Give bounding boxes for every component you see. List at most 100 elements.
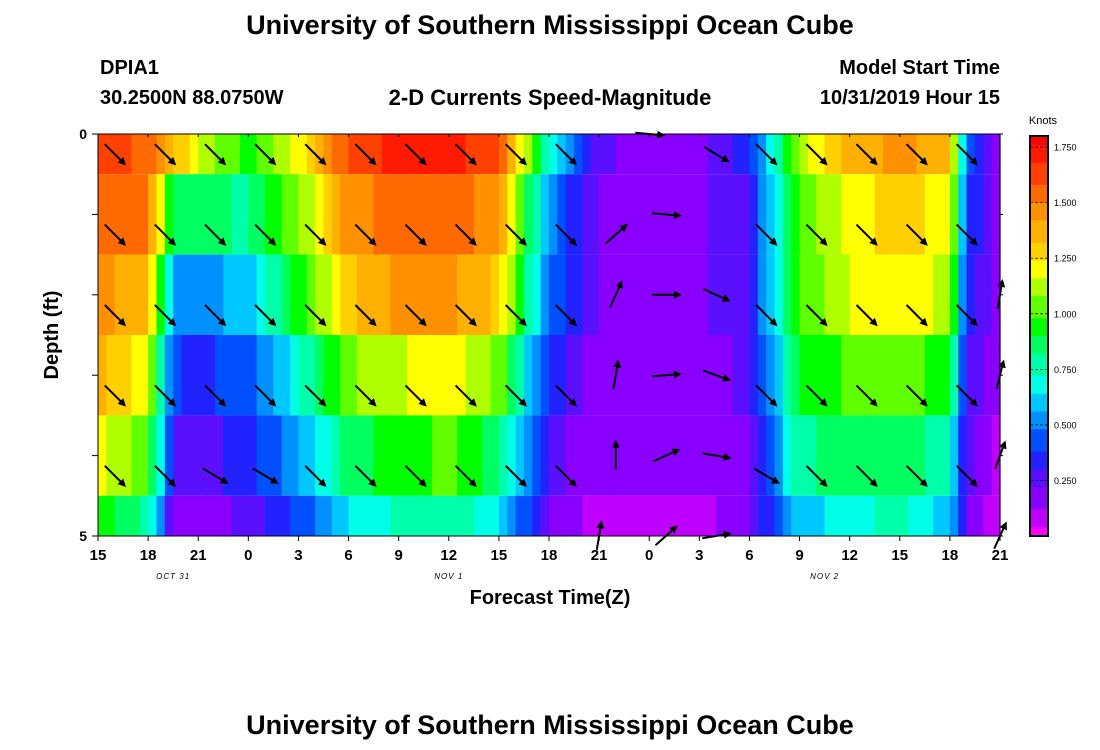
colorbar-cell [1030, 518, 1048, 524]
heat-cell [273, 415, 283, 496]
heat-cell [523, 134, 533, 175]
heat-cell [440, 335, 450, 416]
heat-cell [181, 254, 191, 335]
y-axis: 05 [79, 126, 1003, 544]
heat-cell [824, 495, 834, 536]
heat-cell [356, 134, 366, 175]
x-tick-label: 6 [745, 547, 753, 564]
heat-cell [298, 254, 308, 335]
current-vector-arrow [304, 384, 327, 407]
heat-cell [390, 415, 400, 496]
heat-cell [131, 174, 141, 255]
heat-cell [782, 134, 792, 175]
heat-cell [348, 254, 358, 335]
heat-cell [891, 335, 901, 416]
heat-cell [632, 254, 642, 335]
heat-cell [189, 174, 199, 255]
heat-cell [315, 134, 325, 175]
heat-cell [265, 335, 274, 416]
heat-cell [156, 495, 166, 536]
heat-cell [373, 134, 383, 175]
heat-cell [741, 495, 751, 536]
heat-cell [807, 495, 817, 536]
heat-cell [741, 415, 751, 496]
heat-cell [549, 134, 558, 175]
colorbar-cell [1030, 193, 1048, 199]
x-tick-label: 3 [294, 547, 302, 564]
heat-cell [281, 254, 291, 335]
heat-cell [482, 254, 492, 335]
heat-cell [816, 495, 826, 536]
current-vector-arrow [855, 384, 878, 407]
heat-cell [515, 174, 525, 255]
current-vector-arrow [555, 304, 578, 327]
heat-cell [657, 495, 667, 536]
heat-cell [958, 134, 968, 175]
heat-cell [690, 134, 700, 175]
heat-cell [540, 174, 550, 255]
heat-cell [732, 134, 742, 175]
colorbar-cell [1030, 233, 1048, 239]
heat-cell [690, 495, 700, 536]
heat-cell [189, 254, 199, 335]
heat-cell [507, 495, 517, 536]
heat-cell [265, 495, 274, 536]
heat-cell [306, 254, 316, 335]
heat-cell [615, 415, 625, 496]
heat-cell [231, 335, 241, 416]
heat-cell [807, 254, 817, 335]
heat-cell [373, 415, 383, 496]
current-vector-arrow [651, 211, 682, 220]
heat-cell [799, 174, 809, 255]
colorbar-cell [1030, 487, 1048, 493]
heat-cell [933, 415, 943, 496]
heat-cell [858, 335, 867, 416]
heat-cell [331, 254, 341, 335]
heat-cell [173, 495, 183, 536]
heat-cell [123, 134, 133, 175]
heat-cell [306, 415, 316, 496]
heat-cell [649, 174, 659, 255]
current-vector-arrow [955, 223, 978, 246]
current-vector-arrow [651, 370, 682, 379]
heat-cell [757, 415, 767, 496]
heat-cell [223, 335, 233, 416]
colorbar-cell [1030, 167, 1048, 173]
current-vector-arrow [702, 369, 732, 382]
heat-cell [206, 415, 216, 496]
heat-cell [156, 254, 166, 335]
heat-cell [866, 254, 876, 335]
heat-cell [991, 335, 1001, 416]
heat-cell [883, 415, 893, 496]
heat-cell [148, 335, 158, 416]
heat-cell [682, 415, 692, 496]
heat-cell [315, 174, 325, 255]
heat-cell [841, 174, 851, 255]
heat-cell [248, 335, 258, 416]
heat-cell [164, 415, 174, 496]
heat-cell [599, 335, 609, 416]
heat-cell [766, 335, 776, 416]
heat-cell [849, 254, 859, 335]
heat-cell [432, 495, 442, 536]
colorbar-cell [1030, 367, 1048, 373]
heat-cell [465, 415, 475, 496]
heat-cell [482, 335, 492, 416]
heat-cell [381, 134, 391, 175]
heat-cell [682, 335, 692, 416]
colorbar-cell [1030, 429, 1048, 435]
heat-cell [415, 174, 425, 255]
heat-cell [239, 495, 249, 536]
heat-cell [214, 254, 224, 335]
heat-cell [574, 495, 584, 536]
heat-cell [916, 335, 926, 416]
heat-cell [448, 335, 458, 416]
heat-cell [958, 335, 968, 416]
heat-cell [390, 335, 400, 416]
heat-cell [624, 335, 634, 416]
heat-cell [515, 495, 525, 536]
heat-cell [966, 495, 976, 536]
heat-cell [807, 134, 817, 175]
heat-cell [223, 415, 233, 496]
